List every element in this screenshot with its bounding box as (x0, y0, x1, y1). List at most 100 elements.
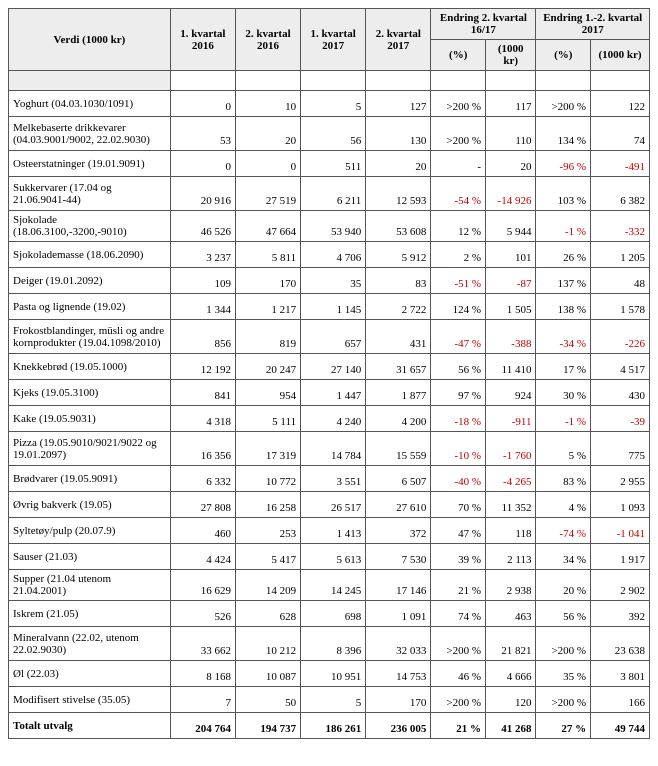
cell-value: 47 % (431, 518, 486, 544)
cell-value: 11 410 (486, 354, 536, 380)
cell-value: 17 146 (366, 570, 431, 601)
cell-value: 4 666 (486, 661, 536, 687)
cell-value: 0 (170, 91, 235, 117)
cell-value: 20 (486, 151, 536, 177)
cell-value: 1 205 (591, 242, 650, 268)
header-kr-2: (1000 kr) (591, 40, 650, 71)
table-row: Kjeks (19.05.3100)8419541 4471 87797 %92… (9, 380, 650, 406)
cell-value: 6 332 (170, 466, 235, 492)
table-row: Knekkebrød (19.05.1000)12 19220 24727 14… (9, 354, 650, 380)
row-label: Brødvarer (19.05.9091) (9, 466, 171, 492)
cell-value: 26 % (536, 242, 591, 268)
cell-value: 124 % (431, 294, 486, 320)
cell-value: 4 424 (170, 544, 235, 570)
row-label: Iskrem (21.05) (9, 601, 171, 627)
header-verdi: Verdi (1000 kr) (9, 9, 171, 71)
cell-value: 7 530 (366, 544, 431, 570)
table-row: Sauser (21.03)4 4245 4175 6137 53039 %2 … (9, 544, 650, 570)
cell-value: 204 764 (170, 713, 235, 739)
cell-value: 35 (301, 268, 366, 294)
cell-value: 166 (591, 687, 650, 713)
cell-value: 27 140 (301, 354, 366, 380)
cell-value: 14 753 (366, 661, 431, 687)
cell-value: 4 517 (591, 354, 650, 380)
cell-value: 53 (170, 117, 235, 151)
cell-value: 2 722 (366, 294, 431, 320)
total-row: Totalt utvalg204 764194 737186 261236 00… (9, 713, 650, 739)
header-q1-2017: 1. kvartal 2017 (301, 9, 366, 71)
cell-value: 194 737 (235, 713, 300, 739)
cell-value: 27 519 (235, 177, 300, 211)
cell-value: 83 (366, 268, 431, 294)
cell-value: -332 (591, 211, 650, 242)
cell-value: 5 417 (235, 544, 300, 570)
cell-value: 3 551 (301, 466, 366, 492)
cell-value: 8 168 (170, 661, 235, 687)
row-label: Totalt utvalg (9, 713, 171, 739)
cell-value: 12 593 (366, 177, 431, 211)
header-q1-2016: 1. kvartal 2016 (170, 9, 235, 71)
cell-value: 101 (486, 242, 536, 268)
cell-value: 10 (235, 91, 300, 117)
cell-value: 35 % (536, 661, 591, 687)
cell-value: 0 (170, 151, 235, 177)
cell-value: 53 940 (301, 211, 366, 242)
cell-value: 14 209 (235, 570, 300, 601)
header-pct-2: (%) (536, 40, 591, 71)
cell-value: 5 912 (366, 242, 431, 268)
cell-value: 34 % (536, 544, 591, 570)
table-row: Syltetøy/pulp (20.07.9)4602531 41337247 … (9, 518, 650, 544)
cell-value: 2 955 (591, 466, 650, 492)
cell-value: 10 087 (235, 661, 300, 687)
cell-value: 27 808 (170, 492, 235, 518)
cell-value: -388 (486, 320, 536, 354)
cell-value: 48 (591, 268, 650, 294)
row-label: Pizza (19.05.9010/9021/9022 og 19.01.209… (9, 432, 171, 466)
cell-value: -74 % (536, 518, 591, 544)
cell-value: 10 212 (235, 627, 300, 661)
cell-value: -39 (591, 406, 650, 432)
cell-value: 12 % (431, 211, 486, 242)
cell-value: 1 578 (591, 294, 650, 320)
cell-value: 31 657 (366, 354, 431, 380)
cell-value: 8 396 (301, 627, 366, 661)
cell-value: 122 (591, 91, 650, 117)
cell-value: -10 % (431, 432, 486, 466)
cell-value: 118 (486, 518, 536, 544)
table-row: Modifisert stivelse (35.05)7505170>200 %… (9, 687, 650, 713)
cell-value: 1 447 (301, 380, 366, 406)
cell-value: 11 352 (486, 492, 536, 518)
table-row: Frokostblandinger, müsli og andre kornpr… (9, 320, 650, 354)
row-label: Modifisert stivelse (35.05) (9, 687, 171, 713)
header-kr-1: (1000 kr) (486, 40, 536, 71)
cell-value: 5 944 (486, 211, 536, 242)
cell-value: 924 (486, 380, 536, 406)
cell-value: 5 (301, 687, 366, 713)
cell-value: 170 (235, 268, 300, 294)
cell-value: >200 % (431, 687, 486, 713)
cell-value: 120 (486, 687, 536, 713)
cell-value: 1 505 (486, 294, 536, 320)
cell-value: 14 784 (301, 432, 366, 466)
cell-value: 17 319 (235, 432, 300, 466)
cell-value: 5 % (536, 432, 591, 466)
cell-value: -1 760 (486, 432, 536, 466)
cell-value: 6 382 (591, 177, 650, 211)
cell-value: 1 877 (366, 380, 431, 406)
cell-value: 41 268 (486, 713, 536, 739)
cell-value: 137 % (536, 268, 591, 294)
table-row: Brødvarer (19.05.9091)6 33210 7723 5516 … (9, 466, 650, 492)
table-row: Deiger (19.01.2092)1091703583-51 %-87137… (9, 268, 650, 294)
cell-value: -491 (591, 151, 650, 177)
cell-value: 392 (591, 601, 650, 627)
cell-value: -1 % (536, 211, 591, 242)
cell-value: -1 041 (591, 518, 650, 544)
cell-value: 46 % (431, 661, 486, 687)
cell-value: -911 (486, 406, 536, 432)
cell-value: 372 (366, 518, 431, 544)
cell-value: 127 (366, 91, 431, 117)
row-label: Yoghurt (04.03.1030/1091) (9, 91, 171, 117)
cell-value: 1 344 (170, 294, 235, 320)
cell-value: -4 265 (486, 466, 536, 492)
cell-value: 4 240 (301, 406, 366, 432)
